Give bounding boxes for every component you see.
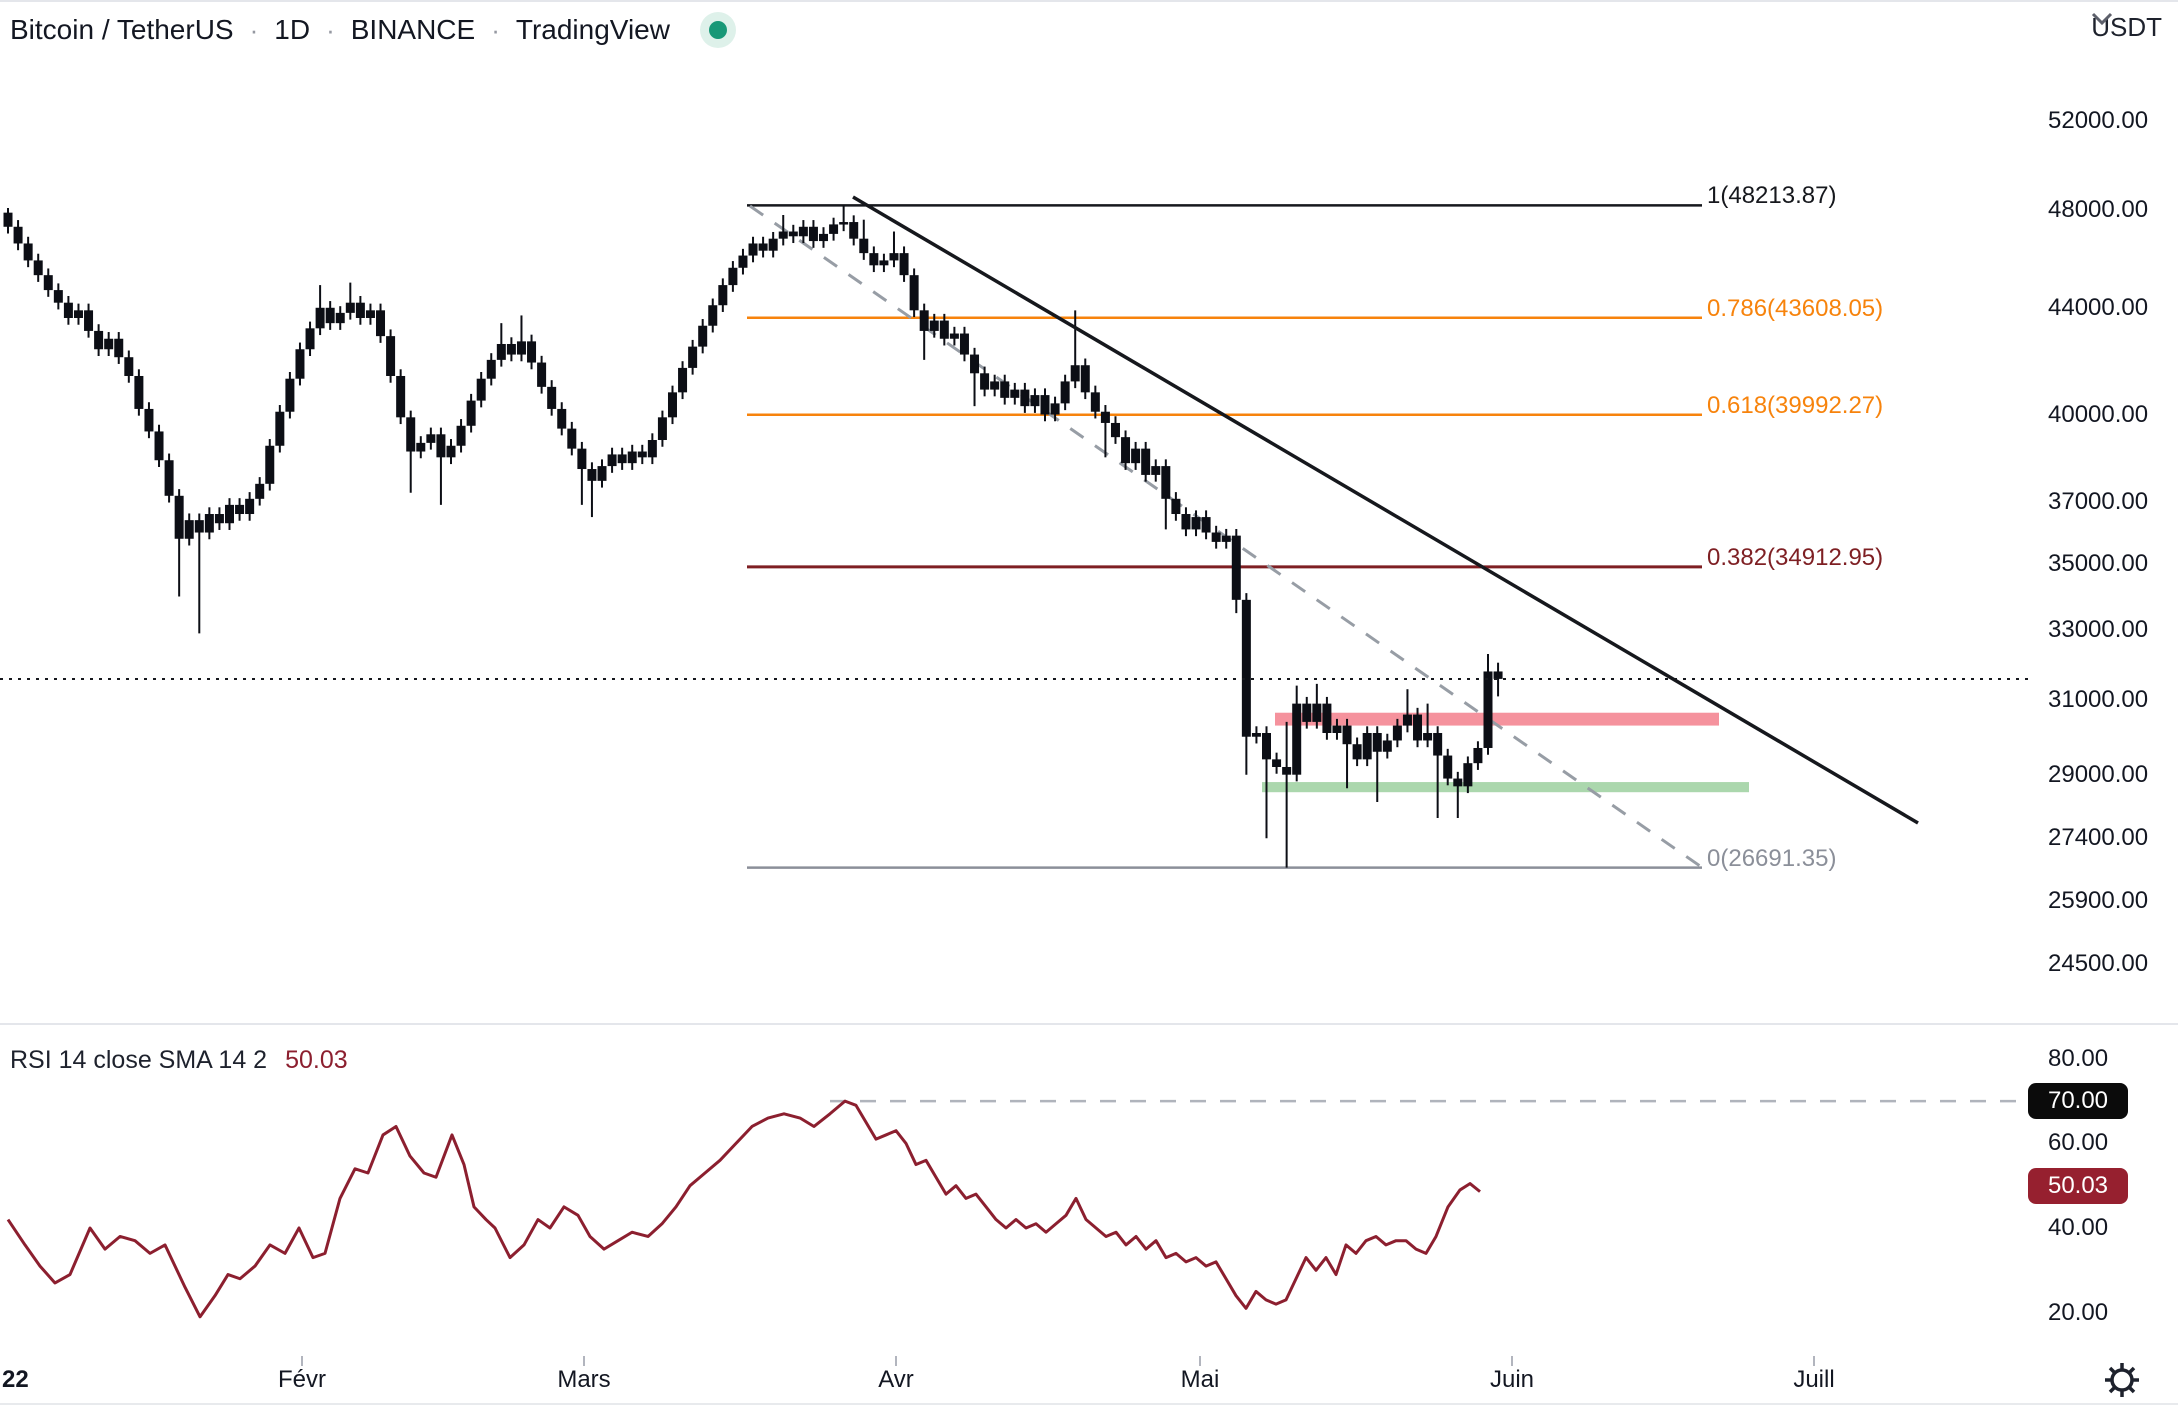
candlestick-series xyxy=(3,205,1503,868)
price-zones xyxy=(1262,712,1749,793)
price-axis-label: 27400.00 xyxy=(2048,824,2149,852)
legend-separator: · xyxy=(326,14,335,45)
time-axis-label: Mars xyxy=(557,1366,611,1393)
legend-separator: · xyxy=(249,14,259,45)
price-axis-label: 31000.00 xyxy=(2048,686,2149,713)
currency-label: USDT xyxy=(2091,12,2162,42)
rsi-legend[interactable]: RSI 14 close SMA 14 2 50.03 xyxy=(10,1046,348,1075)
price-axis-label: 40000.00 xyxy=(2048,400,2149,428)
support-zone[interactable] xyxy=(1262,782,1749,793)
rsi-line xyxy=(6,1099,1481,1319)
time-axis-label: Juin xyxy=(1489,1366,1535,1393)
fib-label: 0.618(39992.27) xyxy=(1707,391,1884,419)
price-axis-label: 33000.00 xyxy=(2048,615,2149,643)
market-status-icon[interactable] xyxy=(699,12,736,48)
fib-label: 1(48213.87) xyxy=(1707,182,1837,210)
legend-separator: · xyxy=(491,14,500,45)
time-axis-label: Mai xyxy=(1180,1366,1220,1393)
chevron-down-icon xyxy=(2092,12,2113,26)
rsi-axis-label: 20.00 xyxy=(2048,1298,2109,1326)
price-axis-label: 25900.00 xyxy=(2048,887,2149,915)
symbol-title: Bitcoin / TetherUS xyxy=(10,14,234,45)
timezone-settings-button[interactable] xyxy=(2100,1358,2144,1402)
price-axis-label: 24500.00 xyxy=(2048,949,2149,977)
fib-label: 0(26691.35) xyxy=(1707,844,1837,872)
resistance-zone[interactable] xyxy=(1275,712,1719,726)
price-axis-label: 37000.00 xyxy=(2048,487,2149,515)
price-axis-label: 48000.00 xyxy=(2048,196,2149,224)
rsi-axis-label: 80.00 xyxy=(2048,1044,2109,1072)
price-axis-label: 35000.00 xyxy=(2048,550,2149,578)
price-axis-label: 29000.00 xyxy=(2048,760,2149,788)
price-axis-label: 44000.00 xyxy=(2048,293,2149,321)
chart-legend[interactable]: Bitcoin / TetherUS · 1D · BINANCE · Trad… xyxy=(10,12,736,48)
descending-trendline[interactable] xyxy=(852,195,1919,825)
interval-label: 1D xyxy=(274,14,311,45)
fib-label: 0.382(34912.95) xyxy=(1707,543,1884,571)
rsi-indicator-name: RSI 14 close SMA 14 2 xyxy=(10,1046,268,1074)
gear-icon xyxy=(2105,1363,2139,1397)
platform-label: TradingView xyxy=(515,14,670,45)
time-axis-label: Févr xyxy=(278,1366,326,1393)
price-axis-label: 52000.00 xyxy=(2048,106,2149,134)
rsi-plot xyxy=(6,1099,2028,1319)
pane-separator[interactable] xyxy=(0,1023,2178,1025)
time-axis-ticks xyxy=(301,1356,1815,1366)
top-border xyxy=(0,0,2178,2)
rsi-overbought-badge: 70.00 xyxy=(2028,1083,2128,1120)
bottom-toolbar-separator xyxy=(0,1403,2178,1405)
rsi-value-badge: 50.03 xyxy=(2028,1167,2128,1204)
time-axis-label: 22 xyxy=(2,1366,29,1393)
fib-label: 0.786(43608.05) xyxy=(1707,294,1884,322)
rsi-indicator-value: 50.03 xyxy=(285,1046,348,1074)
currency-dropdown[interactable]: USDT xyxy=(2091,12,2162,43)
time-axis-label: Avr xyxy=(878,1366,914,1393)
rsi-axis-label: 60.00 xyxy=(2048,1129,2109,1157)
rsi-axis-label: 40.00 xyxy=(2048,1214,2109,1241)
time-axis-label: Juill xyxy=(1793,1366,1835,1393)
exchange-label: BINANCE xyxy=(350,14,476,45)
